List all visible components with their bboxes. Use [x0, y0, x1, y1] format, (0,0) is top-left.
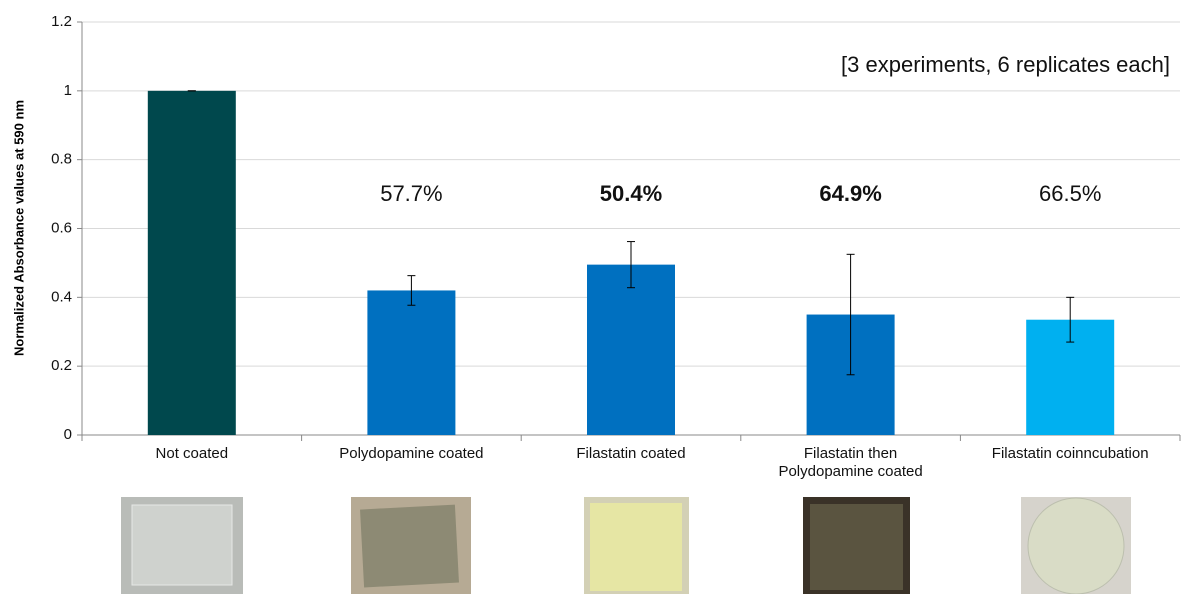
- bar: [587, 264, 675, 435]
- y-tick-label: 0: [64, 426, 72, 443]
- y-tick-label: 1.2: [51, 13, 72, 30]
- y-tick-label: 0.6: [51, 219, 72, 236]
- note: [3 experiments, 6 replicates each]: [841, 52, 1170, 77]
- x-tick-label: Filastatin coated: [576, 445, 686, 462]
- photos: [121, 497, 1131, 594]
- photo-sample: [360, 504, 459, 588]
- y-axis-label: Normalized Absorbance values at 590 nm: [11, 100, 26, 356]
- x-tick-label: Filastatin then Polydopamine coated: [778, 445, 923, 480]
- percent-label: 66.5%: [1039, 181, 1101, 206]
- y-tick-label: 0.4: [51, 288, 72, 305]
- x-tick-label: Not coated: [155, 445, 229, 462]
- photo-sample: [1027, 497, 1125, 594]
- bar: [367, 290, 456, 435]
- bar: [147, 90, 236, 435]
- percent-label: 50.4%: [600, 181, 662, 206]
- y-tick-label: 0.2: [51, 357, 72, 374]
- x-tick-label: Polydopamine coated: [339, 445, 484, 462]
- y-tick-label: 0.8: [51, 151, 72, 168]
- percent-label: 64.9%: [819, 181, 881, 206]
- x-tick-label: Filastatin coinncubation: [991, 445, 1149, 462]
- percent-label: 57.7%: [380, 181, 442, 206]
- photo-sample: [131, 504, 233, 586]
- photo-sample: [810, 504, 903, 590]
- y-tick-label: 1: [64, 82, 72, 99]
- photo-sample: [590, 503, 682, 591]
